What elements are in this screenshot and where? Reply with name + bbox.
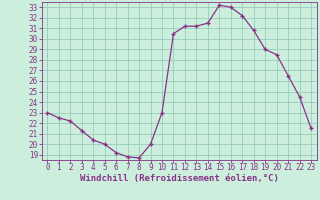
X-axis label: Windchill (Refroidissement éolien,°C): Windchill (Refroidissement éolien,°C) (80, 174, 279, 183)
